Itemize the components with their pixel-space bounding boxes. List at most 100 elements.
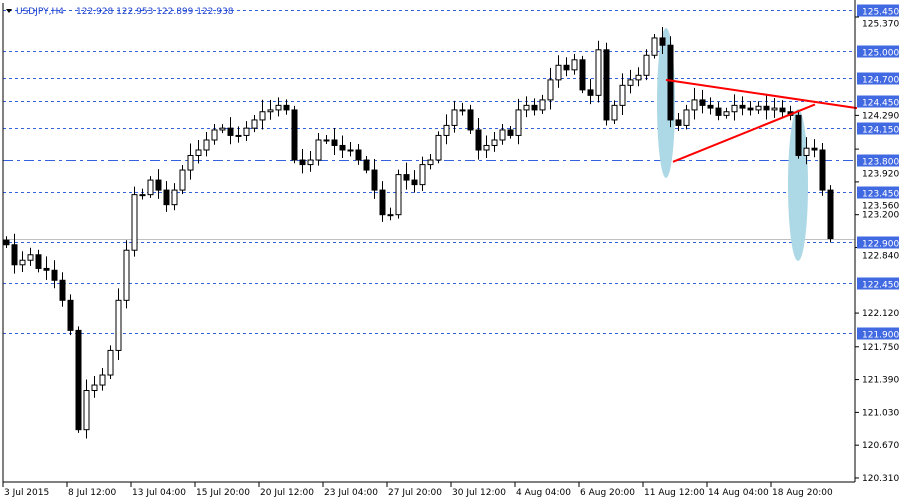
- candle: [547, 79, 554, 101]
- candle: [3, 239, 10, 246]
- candle: [171, 189, 178, 206]
- candle: [747, 107, 754, 111]
- level-label: 124.450: [862, 99, 899, 109]
- candle: [235, 134, 242, 137]
- candle: [91, 384, 98, 392]
- candle: [571, 59, 578, 71]
- candle: [75, 329, 82, 431]
- candle: [755, 105, 762, 111]
- candle: [483, 144, 490, 151]
- candle: [123, 249, 130, 301]
- candle: [475, 129, 482, 151]
- horizontal-levels: [3, 10, 855, 334]
- candle: [499, 129, 506, 141]
- time-tick-label: 18 Aug 20:00: [772, 488, 833, 498]
- time-tick-label: 15 Jul 20:00: [196, 488, 250, 498]
- time-tick-label: 13 Jul 04:00: [132, 488, 186, 498]
- time-tick-label: 11 Aug 12:00: [644, 488, 705, 498]
- level-label: 122.450: [862, 281, 899, 291]
- time-tick-label: 20 Jul 12:00: [260, 488, 314, 498]
- level-label: 125.000: [862, 49, 899, 59]
- candle: [723, 111, 730, 116]
- candle: [195, 149, 202, 156]
- level-labels: 125.450 125.000 124.700 124.450 124.150 123.8…: [857, 4, 899, 341]
- candle: [595, 49, 602, 96]
- candle: [611, 104, 618, 121]
- dropdown-triangle-icon[interactable]: [6, 9, 12, 13]
- candle: [579, 59, 586, 91]
- candle: [147, 179, 154, 196]
- price-tick-label: 122.840: [862, 252, 899, 262]
- candle: [731, 104, 738, 113]
- candle: [515, 109, 522, 136]
- candle: [403, 174, 410, 181]
- candle: [35, 254, 42, 269]
- candle: [219, 127, 226, 131]
- candle: [451, 109, 458, 126]
- candle: [539, 99, 546, 111]
- chart-title-symbol: USDJPY,H4: [16, 7, 64, 17]
- level-label-box: [857, 277, 899, 290]
- level-label-box: [857, 236, 899, 249]
- candle: [715, 107, 722, 116]
- candle: [299, 159, 306, 166]
- price-tick-label: 123.920: [862, 170, 899, 180]
- candle: [83, 390, 90, 431]
- candle: [699, 99, 706, 106]
- triangle-upper-trendline[interactable]: [665, 78, 858, 110]
- candle: [683, 109, 690, 126]
- candle: [667, 44, 674, 121]
- candle: [363, 159, 370, 171]
- triangle-lower-trendline[interactable]: [672, 103, 816, 163]
- price-tick-label: 121.030: [862, 408, 899, 418]
- price-tick-label: 120.670: [862, 441, 899, 451]
- candle: [795, 114, 802, 156]
- candle: [331, 139, 338, 146]
- candle: [163, 189, 170, 206]
- candle: [19, 259, 26, 266]
- candle: [43, 267, 50, 271]
- candle: [11, 244, 18, 266]
- level-label-box: [857, 72, 899, 85]
- candle: [627, 79, 634, 86]
- candle: [803, 147, 810, 156]
- candle: [691, 99, 698, 111]
- time-tick-label: 30 Jul 12:00: [452, 488, 506, 498]
- candle: [523, 104, 530, 111]
- candle: [675, 119, 682, 126]
- candle: [275, 104, 282, 111]
- time-tick-label: 23 Jul 04:00: [324, 488, 378, 498]
- price-tick-label: 125.370: [862, 20, 899, 30]
- candle: [739, 104, 746, 109]
- level-label-box: [857, 45, 899, 58]
- candle: [707, 104, 714, 109]
- candle: [819, 149, 826, 191]
- candle: [395, 174, 402, 216]
- candle: [243, 127, 250, 136]
- candle: [347, 149, 354, 152]
- time-tick-label: 6 Aug 20:00: [580, 488, 635, 498]
- level-label: 123.800: [862, 158, 899, 168]
- candle: [355, 149, 362, 161]
- candle: [531, 104, 538, 111]
- candle: [419, 164, 426, 186]
- candle: [635, 74, 642, 81]
- candle: [203, 139, 210, 151]
- level-label-box: [857, 122, 899, 135]
- candle: [139, 194, 146, 197]
- candle: [811, 147, 818, 151]
- candle: [387, 214, 394, 217]
- candle: [779, 107, 786, 113]
- candle: [211, 129, 218, 141]
- candle: [443, 124, 450, 136]
- candle: [435, 134, 442, 161]
- candle: [827, 189, 834, 240]
- candle: [27, 254, 34, 261]
- candle: [459, 109, 466, 112]
- price-tick-label: 123.200: [862, 211, 899, 221]
- candle: [771, 107, 778, 111]
- candle: [427, 159, 434, 166]
- candle: [227, 127, 234, 136]
- chart-title-ohlc: 122.928 122.953 122.899 122.938: [76, 7, 234, 17]
